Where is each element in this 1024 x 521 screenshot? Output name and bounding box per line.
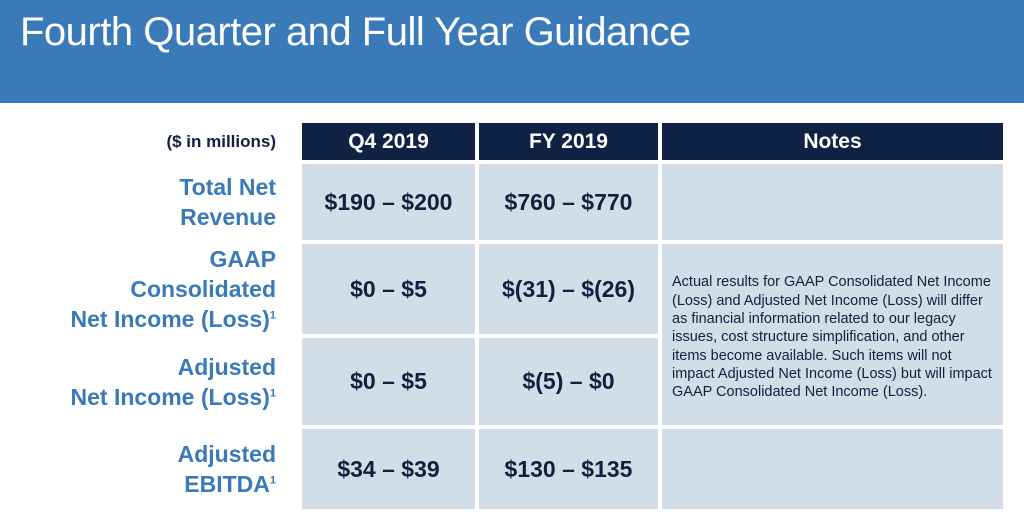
row-label-line: Net Income (Loss)1 (70, 306, 277, 332)
row-label-line: EBITDA1 (184, 471, 276, 497)
cell-adjusted-net-income-q4: $0 – $5 (302, 338, 475, 425)
row-label-line: Net Income (Loss)1 (70, 383, 277, 410)
row-label-line: Adjusted (177, 353, 276, 380)
row-label-adjusted-ebitda: Adjusted EBITDA1 (20, 429, 276, 509)
row-label-line: Adjusted (177, 441, 276, 467)
row-label-adjusted-net-income: Adjusted Net Income (Loss)1 (20, 338, 277, 425)
row-label-line: Total Net (179, 174, 276, 200)
cell-net-income-notes: Actual results for GAAP Consolidated Net… (662, 244, 1003, 425)
row-label-line: Consolidated (130, 276, 276, 302)
row-label-line: GAAP (209, 246, 276, 272)
cell-adjusted-ebitda-notes (662, 429, 1003, 509)
row-label-line: Revenue (180, 204, 276, 230)
cell-adjusted-ebitda-q4: $34 – $39 (302, 429, 475, 509)
footnote-marker: 1 (269, 309, 276, 322)
units-label: ($ in millions) (166, 132, 276, 151)
cell-total-net-revenue-fy: $760 – $770 (479, 164, 658, 240)
cell-total-net-revenue-q4: $190 – $200 (302, 164, 475, 240)
cell-adjusted-ebitda-fy: $130 – $135 (479, 429, 658, 509)
footnote-marker: 1 (269, 386, 276, 399)
cell-total-net-revenue-notes (662, 164, 1003, 240)
footnote-marker: 1 (269, 474, 276, 487)
row-label-gaap-net-income: GAAP Consolidated Net Income (Loss)1 (20, 244, 277, 334)
column-header-q4-2019: Q4 2019 (302, 123, 475, 160)
row-label-total-net-revenue: Total Net Revenue (20, 164, 276, 240)
column-header-notes: Notes (662, 123, 1003, 160)
cell-adjusted-net-income-fy: $(5) – $0 (479, 338, 658, 425)
column-header-fy-2019: FY 2019 (479, 123, 658, 160)
cell-gaap-net-income-q4: $0 – $5 (302, 244, 475, 334)
cell-gaap-net-income-fy: $(31) – $(26) (479, 244, 658, 334)
page-title: Fourth Quarter and Full Year Guidance (20, 10, 691, 54)
title-banner: Fourth Quarter and Full Year Guidance (0, 0, 1024, 103)
